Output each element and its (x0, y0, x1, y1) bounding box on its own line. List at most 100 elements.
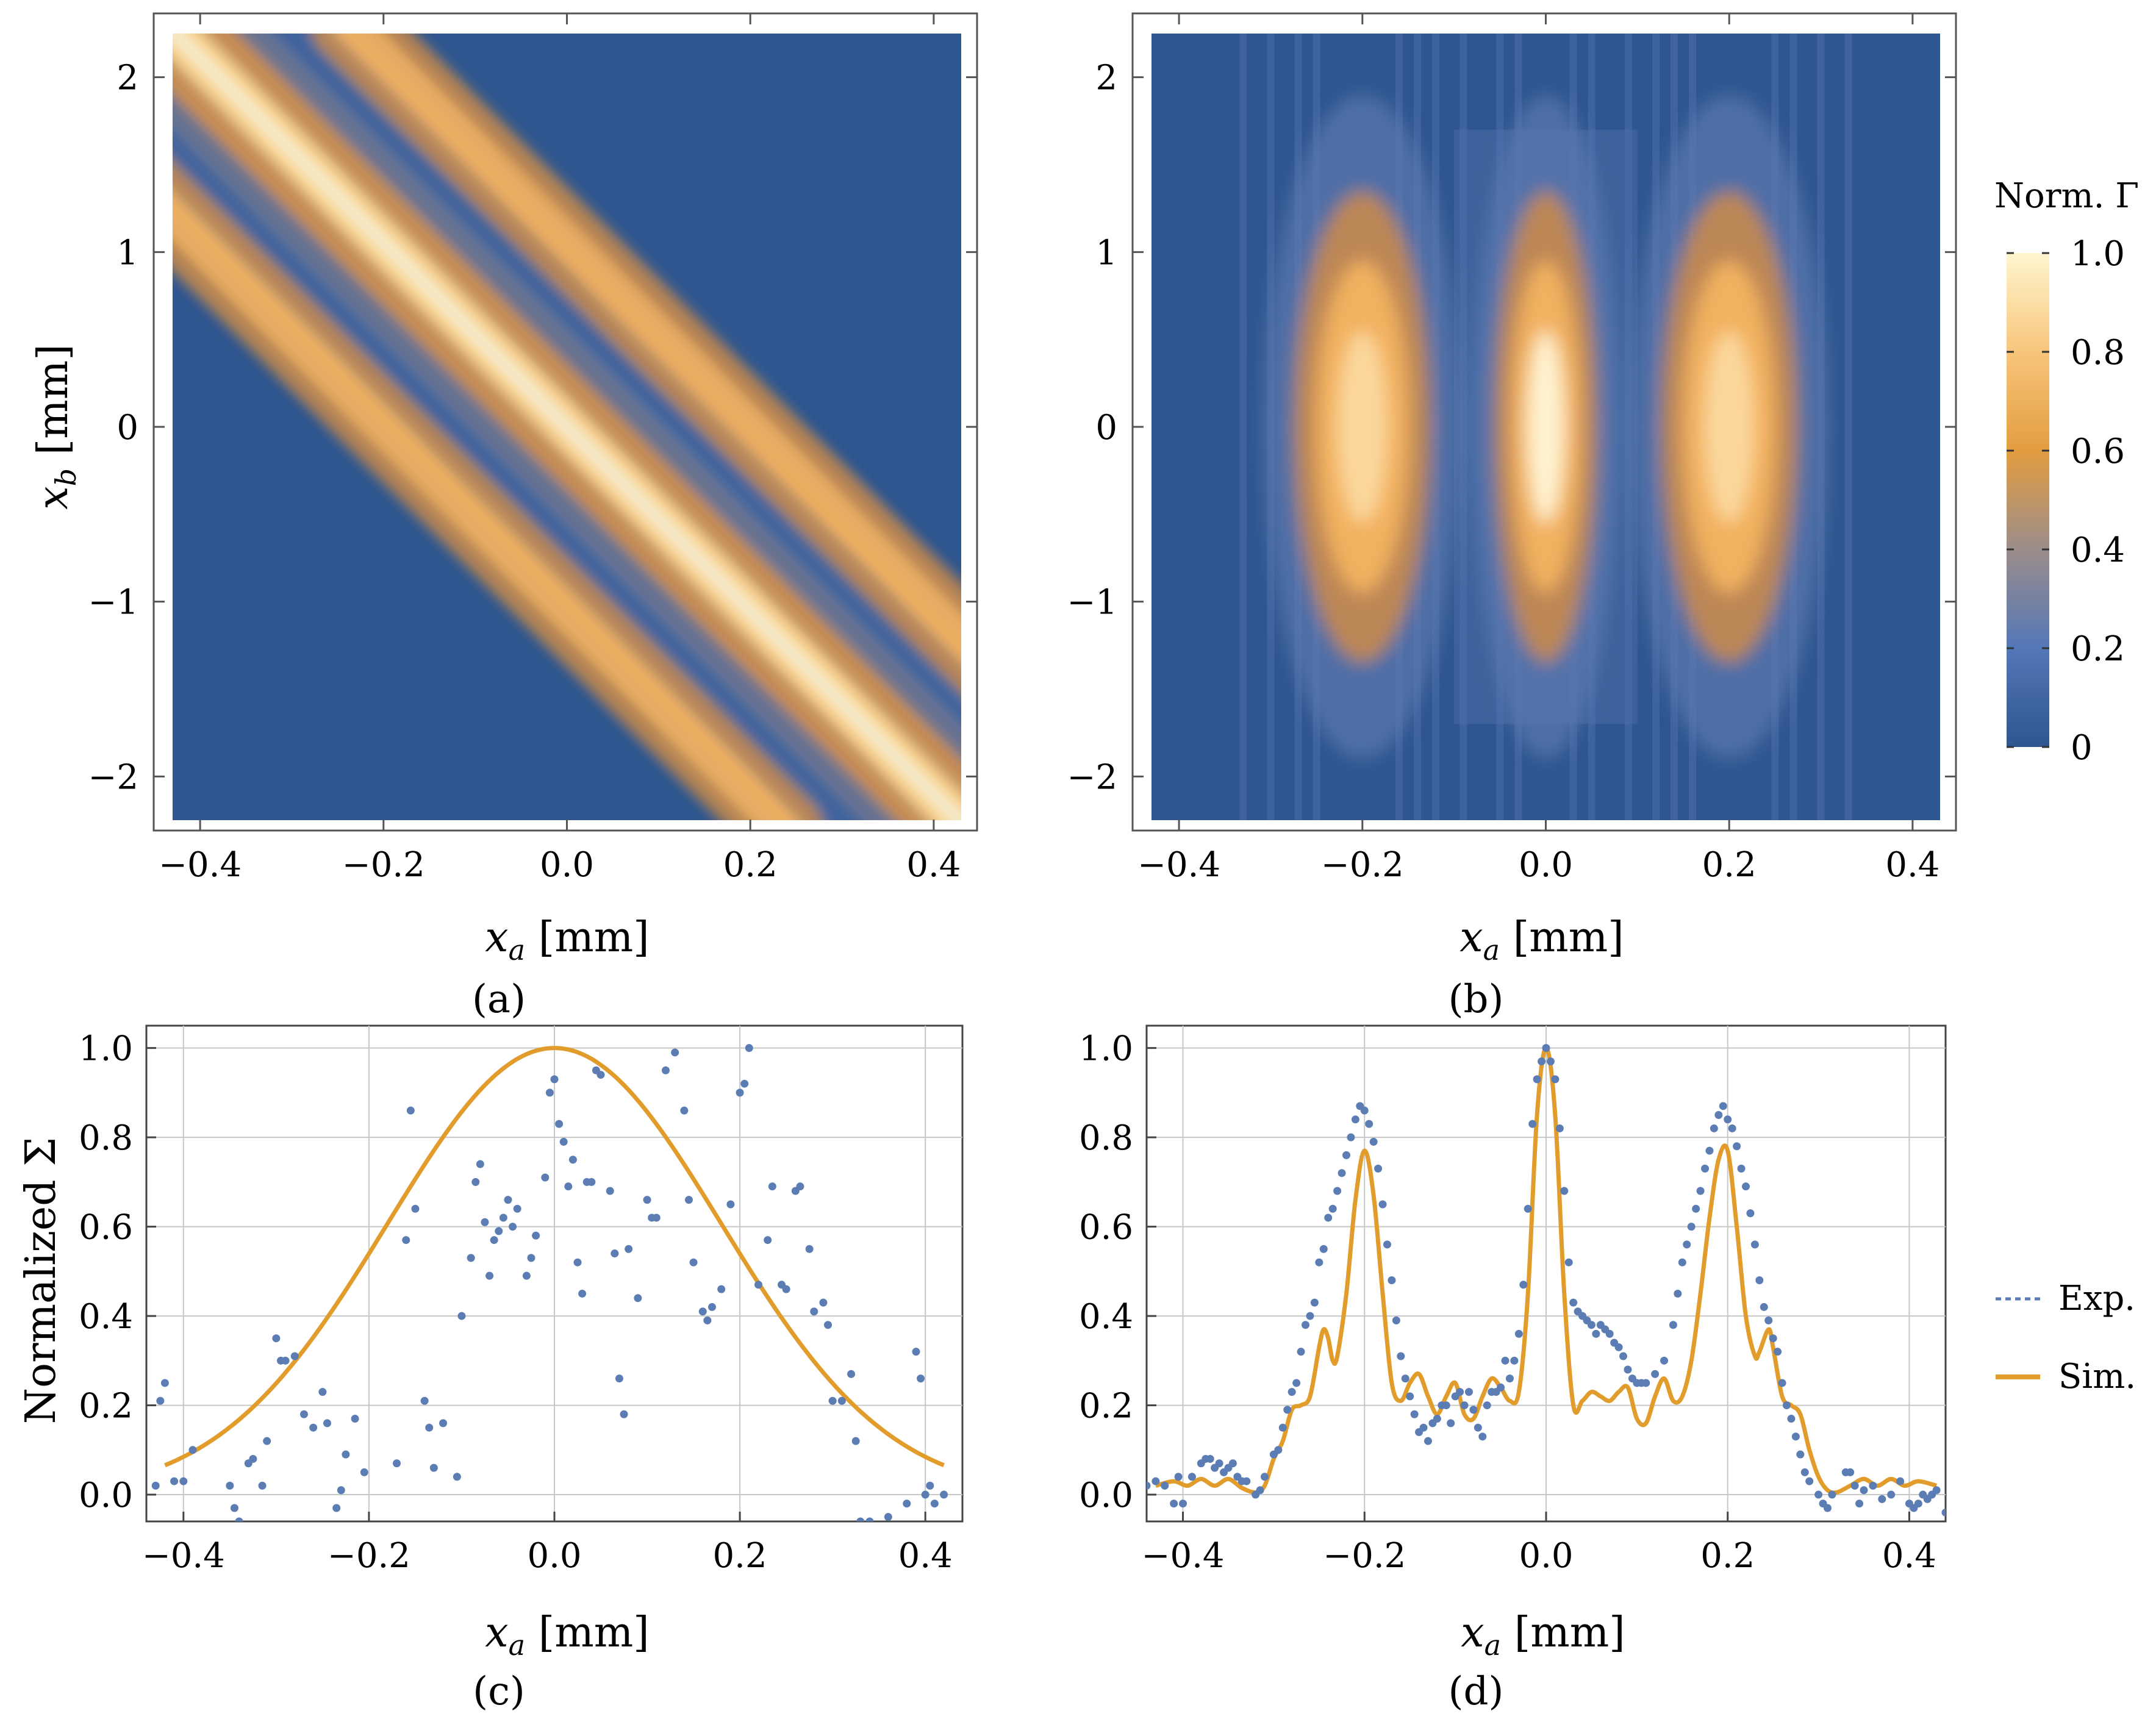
d-ytick-label: 1.0 (1079, 1029, 1133, 1069)
c-exp-point (429, 1463, 438, 1472)
a-xtick-label: −0.4 (159, 845, 242, 885)
a-ytick-label: 0 (116, 408, 138, 448)
c-exp-point (495, 1227, 503, 1235)
c-exp-point (151, 1481, 160, 1490)
d-exp-point (1614, 1343, 1623, 1351)
c-exp-point (406, 1106, 415, 1115)
legend: Exp. Sim. (1996, 1279, 2136, 1396)
colorbar-gradient (2007, 253, 2049, 747)
c-exp-point (921, 1490, 929, 1499)
d-exp-point (1505, 1374, 1514, 1383)
c-exp-point (879, 1522, 887, 1530)
c-exp-point (541, 1173, 550, 1182)
colorbar-tick-label: 0 (2071, 728, 2093, 768)
c-exp-point (545, 1088, 554, 1097)
d-exp-point (1501, 1356, 1510, 1365)
a-ytick-label: −1 (88, 583, 138, 623)
d-exp-point (1742, 1182, 1750, 1191)
d-exp-point (1542, 1044, 1550, 1052)
c-exp-point (342, 1450, 350, 1459)
d-exp-point (1324, 1213, 1333, 1222)
d-exp-point (1510, 1356, 1519, 1365)
d-exp-point (1460, 1401, 1469, 1410)
d-exp-point (1228, 1459, 1237, 1468)
c-exp-point (351, 1415, 359, 1423)
c-exp-point (476, 1160, 484, 1168)
d-exp-point (1605, 1329, 1614, 1338)
c-exp-point (258, 1481, 267, 1490)
d-exp-point (1683, 1240, 1691, 1249)
c-exp-point (940, 1490, 948, 1499)
d-exp-point (1369, 1137, 1378, 1146)
c-xtick-label: 0.4 (898, 1536, 953, 1576)
d-exp-point (1215, 1459, 1223, 1468)
c-exp-point (578, 1289, 587, 1298)
a-striation (334, 34, 961, 663)
c-exp-point (513, 1204, 521, 1213)
c-exp-point (156, 1396, 165, 1405)
d-exp-point (1750, 1240, 1759, 1249)
d-exp-point (1855, 1499, 1864, 1508)
c-exp-point (527, 1254, 535, 1262)
c-exp-point (684, 1196, 693, 1204)
a-striation (173, 190, 800, 820)
d-exp-point (1624, 1365, 1632, 1374)
d-exp-point (1642, 1379, 1650, 1387)
c-exp-point (411, 1204, 420, 1213)
d-exp-point (1932, 1486, 1941, 1495)
b-stripe (1239, 34, 1247, 820)
d-exp-point (1170, 1499, 1178, 1508)
d-exp-point (1424, 1437, 1432, 1445)
d-exp-point (1315, 1258, 1323, 1267)
d-exp-point (1474, 1423, 1482, 1432)
d-exp-point (1796, 1450, 1805, 1459)
d-exp-point (1469, 1406, 1478, 1414)
c-exp-point (851, 1437, 860, 1445)
c-exp-point (555, 1120, 564, 1128)
c-exp-point (532, 1231, 540, 1240)
d-exp-point (1302, 1321, 1310, 1329)
d-exp-point (1592, 1329, 1600, 1338)
d-exp-point (1374, 1164, 1383, 1173)
c-exp-point (828, 1396, 837, 1405)
d-exp-point (1278, 1423, 1287, 1432)
d-exp-point (1310, 1298, 1319, 1307)
d-ytick-label: 0.4 (1079, 1297, 1133, 1337)
c-ytick-label: 0.6 (79, 1208, 133, 1248)
c-exp-point (805, 1245, 814, 1253)
c-exp-point (499, 1213, 507, 1222)
c-exp-point (559, 1137, 568, 1146)
d-exp-point (1483, 1401, 1491, 1410)
c-ytick-label: 0.4 (79, 1297, 133, 1337)
d-exp-point (1538, 1057, 1546, 1066)
d-exp-point (1674, 1289, 1682, 1298)
panel-a-caption: (a) (472, 977, 526, 1022)
d-exp-point (1560, 1187, 1569, 1195)
c-exp-point (726, 1200, 735, 1209)
d-ytick-label: 0.2 (1079, 1387, 1133, 1426)
d-exp-point (1860, 1486, 1868, 1495)
b-peak-core (1527, 331, 1564, 523)
a-xtick-label: 0.4 (906, 845, 961, 885)
c-exp-point (457, 1312, 466, 1320)
panel-a-ylabel: xb [mm] (29, 344, 82, 509)
d-exp-point (1733, 1142, 1741, 1151)
c-exp-point (453, 1473, 461, 1481)
c-exp-point (471, 1178, 480, 1186)
b-xtick-label: 0.4 (1885, 845, 1939, 885)
d-exp-point (1288, 1388, 1296, 1396)
d-exp-point (1333, 1187, 1342, 1195)
c-exp-point (587, 1178, 596, 1186)
c-exp-point (615, 1374, 623, 1383)
d-exp-point (1800, 1468, 1809, 1476)
c-exp-point (745, 1044, 753, 1052)
c-exp-point (550, 1075, 559, 1084)
c-exp-point (782, 1285, 790, 1293)
a-ytick-label: −2 (88, 757, 138, 797)
panel-a-xlabel: xa [mm] (485, 913, 649, 967)
b-ytick-label: 2 (1095, 59, 1117, 98)
c-exp-point (332, 1504, 341, 1512)
d-exp-point (1846, 1468, 1855, 1476)
d-exp-point (1151, 1477, 1160, 1485)
c-ytick-label: 0.8 (79, 1118, 133, 1158)
